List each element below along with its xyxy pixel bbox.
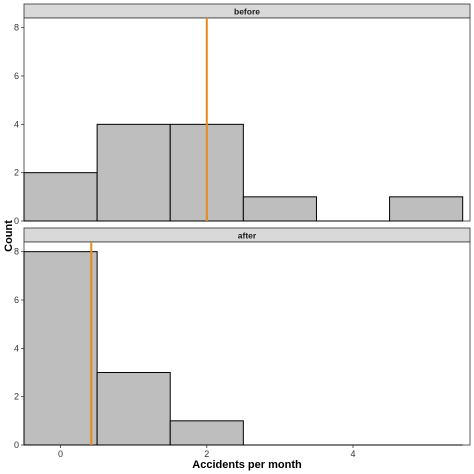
y-tick-label-before-2: 2	[14, 168, 19, 178]
histogram-bar-after-0	[23, 251, 98, 446]
y-tick-label-after-6: 6	[14, 295, 19, 305]
strip-label-before: before	[234, 7, 260, 17]
y-axis-title: Count	[3, 220, 15, 252]
y-tick-label-before-4: 4	[14, 119, 19, 129]
y-tick-label-after-4: 4	[14, 343, 19, 353]
y-tick-label-before-6: 6	[14, 71, 19, 81]
histogram-bar-before-1	[96, 123, 171, 222]
x-axis-title: Accidents per month	[192, 459, 302, 471]
histogram-bar-after-2	[169, 420, 244, 446]
y-tick-label-before-0: 0	[14, 216, 19, 226]
y-tick-label-after-0: 0	[14, 440, 19, 450]
histogram-bar-before-5	[389, 196, 464, 222]
y-axis-after: 0 2 4 6 8	[14, 247, 24, 450]
histogram-bar-before-3	[242, 196, 317, 222]
histogram-bar-before-0	[23, 172, 98, 222]
strip-label-after: after	[238, 231, 257, 241]
x-axis: 0 2 4	[58, 445, 356, 459]
y-tick-label-after-2: 2	[14, 392, 19, 402]
x-tick-label-0: 0	[58, 449, 63, 459]
panel-before: before 0 2 4 6 8	[14, 3, 471, 226]
panel-after: after 0 2 4 6 8	[14, 227, 471, 450]
y-tick-label-before-8: 8	[14, 23, 19, 33]
y-axis-before: 0 2 4 6 8	[14, 23, 24, 226]
y-tick-label-after-8: 8	[14, 247, 19, 257]
x-tick-label-2: 2	[204, 449, 209, 459]
histogram-bar-after-1	[96, 372, 171, 446]
x-tick-label-4: 4	[351, 449, 356, 459]
